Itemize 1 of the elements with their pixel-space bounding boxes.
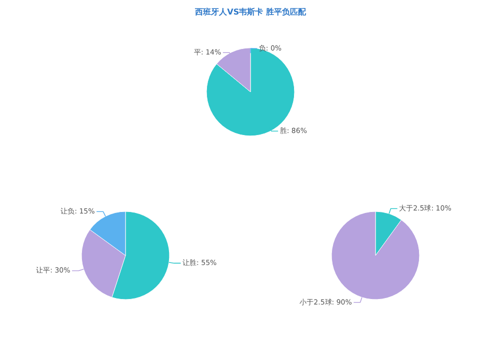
chart-title: 西班牙人VS韦斯卡 胜平负匹配 <box>194 8 307 16</box>
